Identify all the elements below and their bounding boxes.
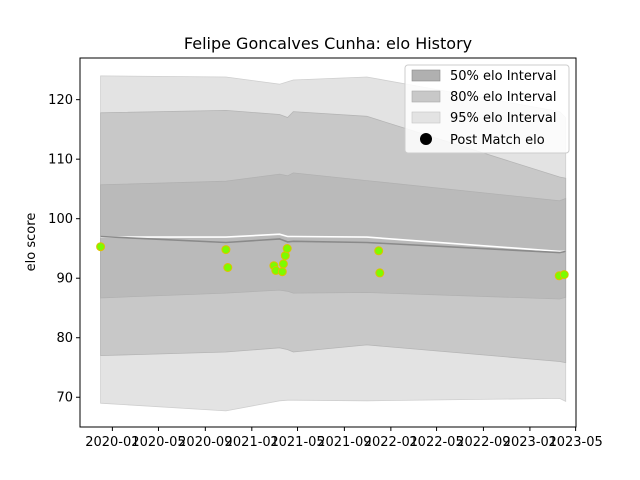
x-axis: 2020-012020-052020-092021-012021-052021-…	[85, 427, 603, 450]
y-tick-label: 120	[48, 93, 73, 108]
axes-frame	[79, 57, 577, 428]
x-tick-label: 2021-05	[270, 435, 324, 450]
post-match-point	[96, 242, 106, 252]
y-tick-label: 80	[56, 331, 73, 346]
post-match-point	[375, 268, 385, 278]
y-tick-label: 110	[48, 153, 73, 168]
x-tick-label: 2023-01	[503, 435, 557, 450]
band-50	[100, 172, 567, 300]
y-tick-label: 100	[48, 212, 73, 227]
mean-elo-line	[100, 235, 566, 254]
y-tick-label: 90	[56, 272, 73, 287]
x-tick-label: 2022-09	[456, 435, 510, 450]
legend-swatch-50	[411, 69, 441, 82]
x-tick-label: 2023-05	[548, 435, 602, 450]
x-tick-label: 2021-09	[317, 435, 371, 450]
chart-title: Felipe Goncalves Cunha: elo History	[184, 34, 472, 53]
x-tick-label: 2020-09	[178, 435, 232, 450]
x-tick-label: 2020-05	[131, 435, 185, 450]
post-match-line	[100, 233, 566, 253]
post-match-point	[282, 244, 292, 253]
legend-label-post-match: Post Match elo	[450, 133, 545, 148]
legend: 50% elo Interval 80% elo Interval 95% el…	[404, 64, 570, 154]
plot-area	[96, 75, 569, 412]
y-axis: 70 80 90 100 110 120	[48, 93, 80, 406]
x-tick-label: 2020-01	[85, 435, 139, 450]
post-match-point	[559, 270, 569, 280]
y-axis-label: elo score	[24, 213, 39, 272]
y-tick-label: 70	[56, 391, 73, 406]
legend-swatch-80	[411, 90, 441, 103]
post-match-point	[374, 246, 384, 256]
x-tick-label: 2021-01	[225, 435, 279, 450]
legend-swatch-95	[411, 111, 441, 124]
legend-label-80: 80% elo Interval	[450, 90, 557, 105]
legend-box	[404, 64, 570, 154]
post-match-point	[221, 245, 231, 255]
x-tick-label: 2022-01	[364, 435, 418, 450]
post-match-point	[277, 267, 287, 277]
legend-label-50: 50% elo Interval	[450, 69, 557, 84]
post-match-point	[278, 259, 288, 269]
x-tick-label: 2022-05	[409, 435, 463, 450]
legend-marker-post-match	[420, 133, 432, 145]
legend-label-95: 95% elo Interval	[450, 111, 557, 126]
post-match-point	[223, 263, 233, 272]
